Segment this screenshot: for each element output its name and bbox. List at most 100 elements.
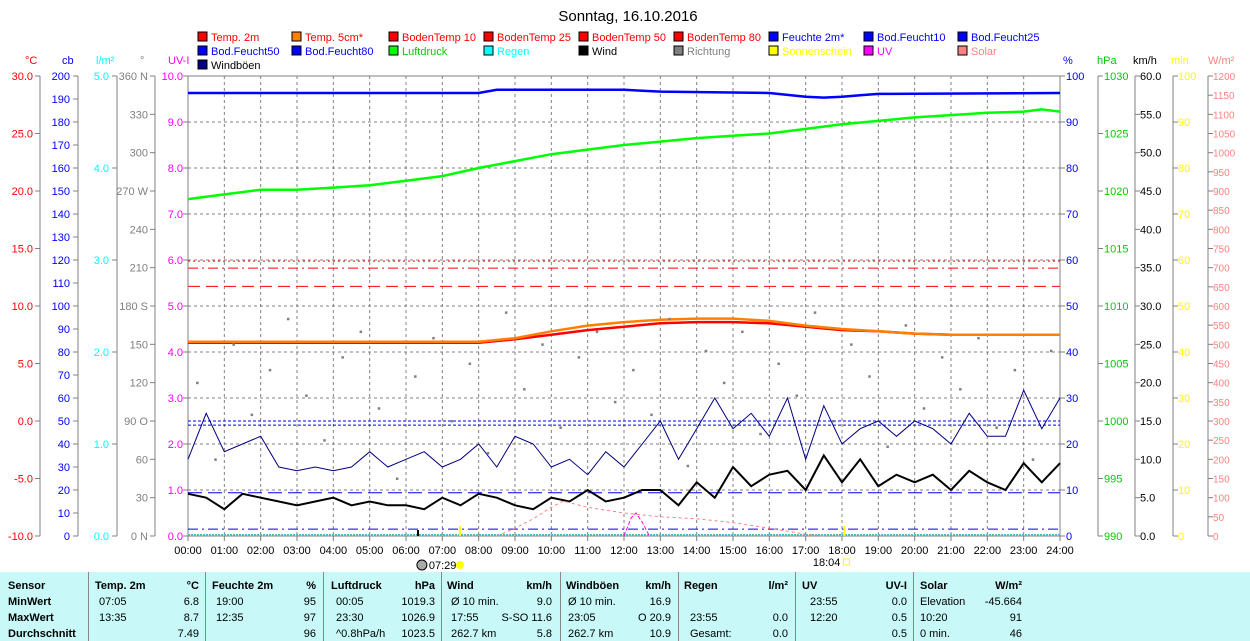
cb-tick-label: 190 xyxy=(52,94,70,106)
series-line xyxy=(496,500,824,537)
cb-tick-label: 100 xyxy=(52,301,70,313)
series-richtung xyxy=(196,311,1053,480)
cb-tick-label: 60 xyxy=(58,393,70,405)
solar-tick-label: 300 xyxy=(1213,417,1230,428)
legend-swatch xyxy=(197,45,208,56)
legend-label: Richtung xyxy=(687,46,730,58)
sun-markers: 07:29 18:04 xyxy=(416,526,850,572)
table-cell-rain-time: Gesamt: xyxy=(690,628,732,640)
table-cell-temp-time: 07:05 xyxy=(99,596,127,608)
direction-point xyxy=(686,464,690,468)
direction-point xyxy=(196,381,199,385)
solar-tick-label: 450 xyxy=(1213,360,1230,371)
humidity-tick-label: 90 xyxy=(1066,117,1078,129)
legend-swatch xyxy=(957,31,968,42)
table-cell-wind-value: 5.8 xyxy=(536,628,552,640)
x-tick-label: 07:00 xyxy=(429,545,457,557)
legend-swatch xyxy=(863,45,874,56)
table-cell-hum-time: 19:00 xyxy=(216,596,244,608)
direction-point xyxy=(323,439,326,442)
legend-label: Windböen xyxy=(211,60,261,72)
sunshine-tick-label: 100 xyxy=(1178,71,1196,83)
weather-chart: Sonntag, 16.10.2016 Temp. 2m Temp. 5cm* Bo… xyxy=(8,8,1236,572)
direction-tick-label: 360 N xyxy=(119,71,148,83)
humidity-tick-label: 70 xyxy=(1066,209,1078,221)
solar-tick-label: 150 xyxy=(1213,475,1230,486)
direction-point xyxy=(268,368,272,372)
x-tick-label: 00:00 xyxy=(174,545,202,557)
direction-tick-label: 180 S xyxy=(119,301,148,313)
wind-tick-label: 35.0 xyxy=(1140,263,1161,275)
humidity-tick-label: 80 xyxy=(1066,163,1078,175)
direction-tick-label: 90 O xyxy=(124,416,148,428)
direction-point xyxy=(523,388,526,391)
rain-tick-label: 3.0 xyxy=(94,255,109,267)
x-tick-label: 18:00 xyxy=(828,545,856,557)
series-wind xyxy=(187,453,1061,511)
direction-point xyxy=(232,343,235,346)
table-cell-uv-value: 0.5 xyxy=(891,612,907,624)
solar-tick-label: 1050 xyxy=(1213,130,1236,141)
direction-tick-label: 30 xyxy=(136,493,148,505)
rain-tick-label: 4.0 xyxy=(94,163,109,175)
legend-label: Temp. 2m xyxy=(211,32,259,44)
solar-tick-label: 100 xyxy=(1213,494,1230,505)
x-tick-label: 04:00 xyxy=(320,545,348,557)
solar-tick-label: 950 xyxy=(1213,168,1230,179)
x-tick-label: 02:00 xyxy=(247,545,275,557)
solar-tick-label: 750 xyxy=(1213,245,1230,256)
sunshine-tick-label: 90 xyxy=(1178,117,1190,129)
solar-tick-label: 600 xyxy=(1213,302,1230,313)
legend-label: BodenTemp 50 xyxy=(592,32,666,44)
x-tick-label: 06:00 xyxy=(392,545,420,557)
humidity-tick-label: 0 xyxy=(1066,531,1072,543)
pressure-tick-label: 1020 xyxy=(1104,186,1128,198)
series-temp-5cm- xyxy=(188,317,1060,343)
sunset-icon xyxy=(842,558,850,566)
legend-swatch xyxy=(768,31,779,42)
table-cell-gust-time: 262.7 km xyxy=(568,628,614,640)
column-separator xyxy=(205,572,206,641)
legend-label: Bod.Feucht25 xyxy=(971,32,1040,44)
direction-tick-label: 270 W xyxy=(116,186,148,198)
table-cell-press-value: 1019.3 xyxy=(401,596,435,608)
axes: °C 30.0 25.0 20.0 15.0 10.0 5.0 0.0 -5.0 -10.0 cb 2… xyxy=(8,55,1236,557)
wind-tick-label: 50.0 xyxy=(1140,148,1161,160)
table-header-hum-unit: % xyxy=(306,580,316,592)
direction-point xyxy=(704,349,708,353)
direction-point xyxy=(904,324,908,327)
pressure-tick-label: 1015 xyxy=(1104,244,1128,256)
direction-point xyxy=(1031,458,1035,461)
direction-point xyxy=(668,317,671,321)
direction-point xyxy=(868,375,871,378)
x-tick-label: 22:00 xyxy=(974,545,1002,557)
direction-tick-label: 210 xyxy=(130,263,148,275)
direction-point xyxy=(650,413,653,417)
table-row-label: MaxWert xyxy=(8,612,54,624)
legend-swatch xyxy=(197,31,208,42)
series-luftdruck xyxy=(187,108,1061,201)
uv-tick-label: 10.0 xyxy=(162,71,183,83)
wind-tick-label: 5.0 xyxy=(1140,493,1155,505)
legend-swatch xyxy=(291,45,302,56)
table-cell-solar-value: -45.664 xyxy=(984,596,1022,608)
table-cell-wind-value: S-SO 11.6 xyxy=(501,612,552,624)
table-cell-gust-value: 10.9 xyxy=(649,628,671,640)
solar-tick-label: 1100 xyxy=(1213,110,1235,121)
solar-tick-label: 900 xyxy=(1213,187,1230,198)
column-separator xyxy=(441,572,442,641)
sunshine-tick-label: 50 xyxy=(1178,301,1190,313)
uv-tick-label: 6.0 xyxy=(168,255,183,267)
chart-title: Sonntag, 16.10.2016 xyxy=(558,8,697,25)
sunshine-tick-label: 70 xyxy=(1178,209,1190,221)
solar-tick-label: 200 xyxy=(1213,455,1230,466)
table-header-gust-unit: km/h xyxy=(645,580,671,592)
series-windb-en xyxy=(187,389,1061,476)
x-tick-label: 19:00 xyxy=(865,545,893,557)
legend-label: Sonnenschein xyxy=(782,46,852,58)
cb-tick-label: 150 xyxy=(52,186,70,198)
temp-tick-label: 0.0 xyxy=(18,416,33,428)
temp-tick-label: -10.0 xyxy=(8,531,33,543)
pressure-axis-unit: hPa xyxy=(1097,55,1117,67)
